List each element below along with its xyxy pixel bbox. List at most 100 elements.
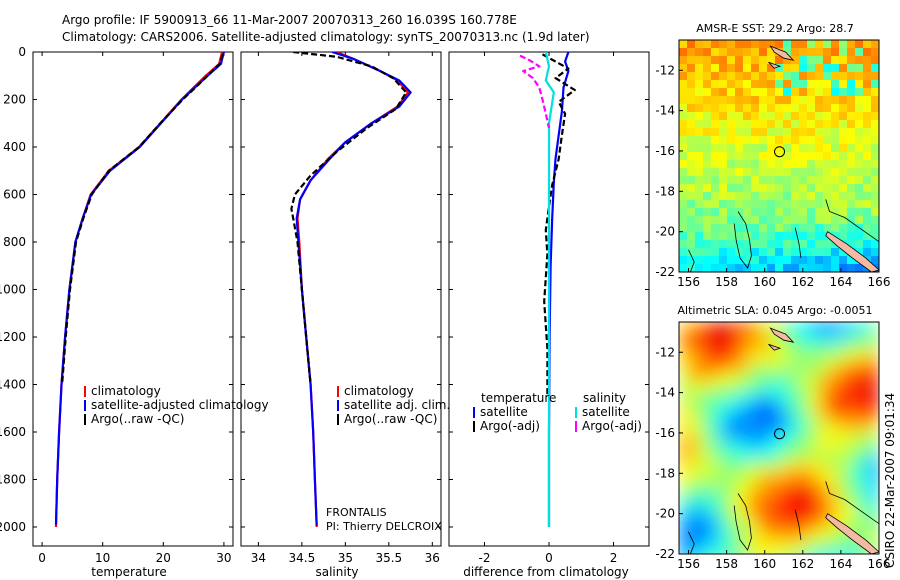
map-cell [809,332,820,343]
map-cell [727,224,736,233]
map-cell [711,168,720,177]
map-cell [687,264,696,272]
map-cell [775,40,784,49]
series-line-3 [519,54,551,129]
map-cell [727,56,736,65]
map-cell [739,322,750,333]
map-cell [719,160,728,169]
map-cell [749,342,760,353]
map-cell [823,256,832,265]
x-axis-label: temperature [91,565,166,579]
map-cell [743,104,752,113]
map-cell [679,160,688,169]
map-cell [749,392,760,403]
map-cell [799,224,808,233]
map-cell [799,512,810,523]
map-cell [679,112,688,121]
map-cell [859,532,870,543]
map-cell [749,472,760,483]
map-cell [809,452,820,463]
y-tick-label: 1000 [0,283,26,297]
map-cell [799,256,808,265]
map-cell [839,362,850,373]
map-cell [863,96,872,105]
map-cell [727,248,736,257]
map-cell [719,112,728,121]
map-cell [839,256,848,265]
map-cell [799,144,808,153]
map-cell [751,128,760,137]
map-cell [839,432,850,443]
map-cell [751,216,760,225]
map-cell [699,342,710,353]
map-cell [679,472,690,483]
map-cell [789,392,800,403]
map-cell [759,532,770,543]
map-cell [699,502,710,513]
y-tick-label: -18 [655,184,675,198]
map-cell [687,88,696,97]
x-tick-label: 160 [753,275,776,289]
map-cell [739,532,750,543]
map-cell [687,152,696,161]
map-cell [831,88,840,97]
map-cell [839,40,848,49]
map-cell [719,482,730,493]
map-cell [695,144,704,153]
map-cell [807,264,816,272]
map-cell [869,482,879,493]
map-cell [819,552,830,554]
map-cell [735,232,744,241]
map-cell [815,240,824,249]
map-cell [847,208,856,217]
map-cell [767,192,776,201]
map-cell [799,216,808,225]
map-cell [735,248,744,257]
map-cell [709,502,720,513]
map-cell [751,200,760,209]
map-cell [823,104,832,113]
map-cell [815,72,824,81]
map-cell [871,216,879,225]
map-cell [789,542,800,553]
map-cell [679,402,690,413]
map-cell [831,56,840,65]
map-cell [709,482,720,493]
map-cell [751,104,760,113]
map-cell [775,184,784,193]
map-cell [807,208,816,217]
map-cell [831,200,840,209]
sla-map: Altimetric SLA: 0.045 Argo: -0.0051 156 15… [655,304,890,571]
map-cell [687,128,696,137]
map-cell [679,184,688,193]
map-cell [863,144,872,153]
map-cell [729,492,740,503]
map-cell [719,322,730,333]
map-cell [839,48,848,57]
map-cell [847,56,856,65]
map-cell [699,332,710,343]
map-cell [719,48,728,57]
map-cell [719,40,728,49]
map-cell [839,136,848,145]
map-cell [695,72,704,81]
map-cell [729,412,740,423]
map-cell [783,200,792,209]
map-cell [695,112,704,121]
map-cell [831,128,840,137]
map-cell [743,224,752,233]
map-cell [679,216,688,225]
map-cell [751,72,760,81]
map-cell [735,256,744,265]
map-cell [695,152,704,161]
map-cell [775,80,784,89]
map-cell [699,532,710,543]
map-cell [799,502,810,513]
map-cell [847,216,856,225]
map-cell [849,472,860,483]
map-cell [689,342,700,353]
map-cell [699,452,710,463]
map-cell [791,160,800,169]
map-cell [839,442,850,453]
map-cell [829,432,840,443]
